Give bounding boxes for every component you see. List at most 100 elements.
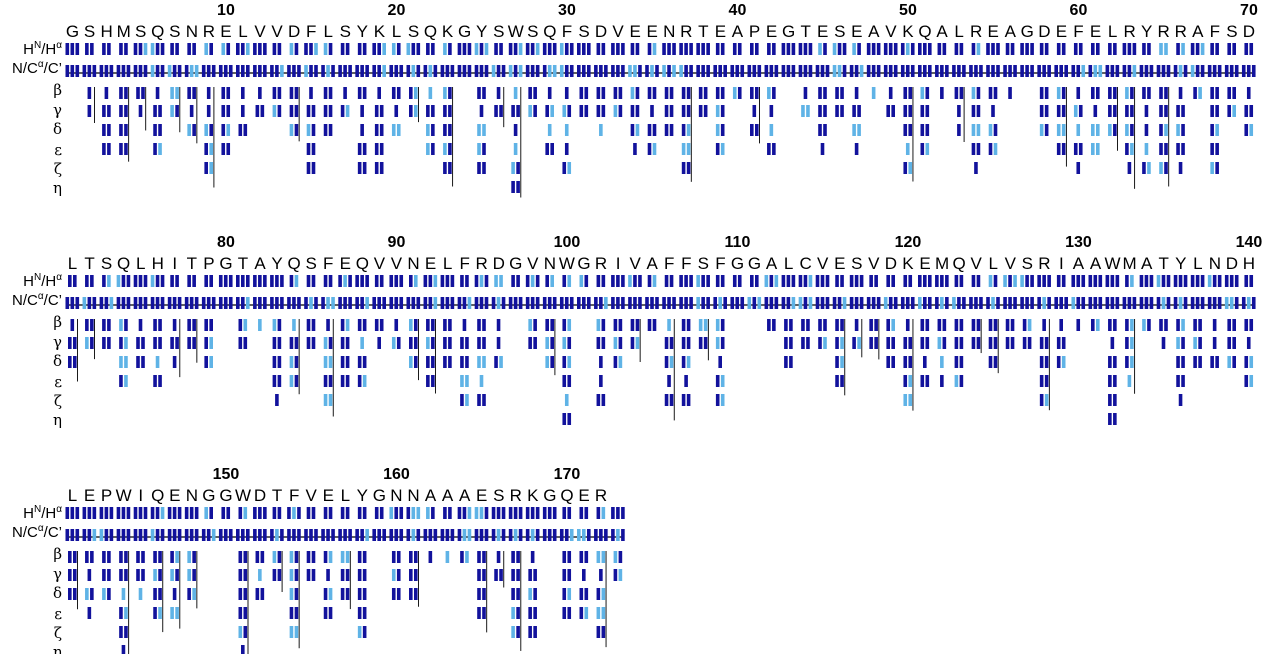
assignment-bar bbox=[172, 319, 177, 331]
assignment-bar bbox=[552, 43, 557, 55]
assignment-bar bbox=[786, 297, 791, 309]
assignment-bar bbox=[1108, 413, 1112, 425]
assignment-bar bbox=[842, 65, 847, 77]
assignment-bar bbox=[484, 65, 489, 77]
assignment-bar bbox=[596, 337, 601, 349]
residue-letter: T bbox=[800, 22, 810, 41]
assignment-bar bbox=[718, 65, 722, 77]
assignment-bar bbox=[218, 275, 223, 287]
assignment-bar bbox=[1061, 275, 1066, 287]
assignment-bar bbox=[613, 569, 618, 581]
residue-letter: V bbox=[527, 254, 539, 273]
assignment-bar bbox=[669, 394, 674, 406]
assignment-bar bbox=[569, 65, 574, 77]
assignment-bar bbox=[119, 607, 123, 619]
assignment-bar bbox=[443, 507, 447, 519]
assignment-bar bbox=[1076, 162, 1081, 174]
assignment-bar bbox=[426, 124, 430, 136]
assignment-bar bbox=[1166, 297, 1171, 309]
residue-letter: G bbox=[1021, 22, 1034, 41]
assignment-bar bbox=[601, 275, 606, 287]
assignment-bar bbox=[669, 105, 674, 117]
assignment-bar bbox=[633, 297, 637, 309]
assignment-bar bbox=[304, 65, 308, 77]
assignment-bar bbox=[562, 551, 567, 563]
assignment-bar bbox=[516, 607, 520, 619]
assignment-bar bbox=[236, 43, 240, 55]
assignment-bar bbox=[988, 337, 993, 349]
assignment-bar bbox=[314, 65, 318, 77]
assignment-bar bbox=[993, 356, 998, 368]
assignment-bar bbox=[1130, 124, 1134, 136]
assignment-bar bbox=[374, 275, 379, 287]
assignment-bar bbox=[396, 551, 401, 563]
assignment-bar bbox=[959, 319, 964, 331]
assignment-bar bbox=[426, 43, 430, 55]
assignment-bar bbox=[530, 275, 535, 287]
assignment-bar bbox=[628, 275, 632, 287]
assignment-bar bbox=[1078, 43, 1083, 55]
assignment-bar bbox=[272, 569, 277, 581]
assignment-bar bbox=[460, 551, 464, 563]
residue-letter: Q bbox=[543, 22, 556, 41]
assignment-bar bbox=[428, 275, 433, 287]
assignment-bar bbox=[294, 337, 299, 349]
assignment-bar bbox=[689, 65, 693, 77]
assignment-bar bbox=[1047, 65, 1051, 77]
assignment-bar bbox=[409, 275, 413, 287]
assignment-bar bbox=[652, 87, 657, 99]
assignment-bar bbox=[988, 275, 993, 287]
assignment-bar bbox=[513, 507, 518, 519]
assignment-bar bbox=[996, 43, 1000, 55]
assignment-bar bbox=[389, 297, 394, 309]
assignment-bar bbox=[767, 87, 771, 99]
assignment-bar bbox=[68, 275, 72, 287]
assignment-bar bbox=[601, 394, 606, 406]
assignment-bar bbox=[357, 375, 362, 387]
assignment-bar bbox=[1061, 337, 1066, 349]
assignment-bar bbox=[764, 297, 769, 309]
assignment-bar bbox=[311, 337, 316, 349]
assignment-bar bbox=[564, 65, 569, 77]
assignment-bar bbox=[85, 43, 89, 55]
assignment-bar bbox=[767, 43, 771, 55]
assignment-bar bbox=[360, 105, 364, 117]
assignment-bar bbox=[70, 529, 75, 541]
assignment-bar bbox=[655, 65, 659, 77]
assignment-bar bbox=[499, 105, 503, 117]
assignment-bar bbox=[596, 588, 601, 600]
assignment-bar bbox=[579, 607, 584, 619]
assignment-bar bbox=[340, 319, 345, 331]
assignment-bar bbox=[1108, 375, 1112, 387]
assignment-bar bbox=[720, 375, 725, 387]
assignment-bar bbox=[1020, 275, 1024, 287]
assignment-bar bbox=[294, 124, 299, 136]
assignment-bar bbox=[564, 43, 569, 55]
assignment-bar bbox=[803, 65, 808, 77]
assignment-bar bbox=[314, 529, 318, 541]
residue-letter: N bbox=[407, 254, 419, 273]
assignment-bar bbox=[621, 297, 625, 309]
assignment-bar bbox=[280, 297, 284, 309]
assignment-bar bbox=[945, 65, 949, 77]
assignment-bar bbox=[1113, 375, 1117, 387]
assignment-bar bbox=[1144, 65, 1149, 77]
assignment-bar bbox=[126, 507, 131, 519]
assignment-bar bbox=[294, 375, 299, 387]
assignment-bar bbox=[372, 65, 376, 77]
assignment-bar bbox=[1039, 124, 1044, 136]
assignment-bar bbox=[1195, 43, 1200, 55]
assignment-bar bbox=[223, 65, 228, 77]
row-label-gamma: γ bbox=[53, 565, 62, 583]
assignment-bar bbox=[87, 607, 92, 619]
assignment-bar bbox=[808, 43, 813, 55]
assignment-bar bbox=[484, 507, 489, 519]
assignment-bar bbox=[542, 43, 547, 55]
assignment-bar bbox=[92, 529, 97, 541]
residue-letter: F bbox=[1073, 22, 1083, 41]
assignment-bar bbox=[577, 65, 581, 77]
assignment-bar bbox=[562, 375, 567, 387]
assignment-bar bbox=[601, 43, 606, 55]
assignment-bar bbox=[604, 297, 608, 309]
assignment-bar bbox=[755, 275, 759, 287]
